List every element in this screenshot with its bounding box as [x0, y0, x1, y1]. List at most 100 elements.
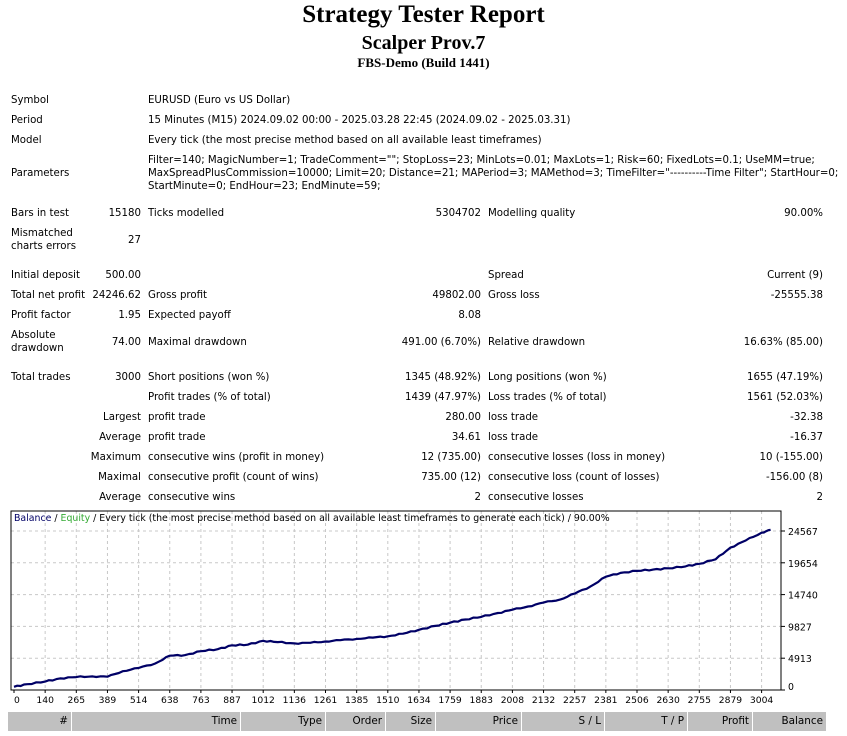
balance-line	[13, 528, 771, 688]
long-positions-label: Long positions (won %)	[488, 372, 607, 383]
x-tick-label: 1759	[438, 695, 462, 705]
absolute-drawdown-label-2: drawdown	[11, 343, 64, 354]
total-net-profit-value: 24246.62	[92, 290, 141, 301]
x-tick-label: 2008	[501, 695, 525, 705]
x-tick-label: 2257	[563, 695, 587, 705]
avg-consec-losses-value: 2	[816, 492, 823, 503]
y-tick-label: 19654	[788, 559, 818, 570]
short-positions-label: Short positions (won %)	[148, 372, 270, 383]
gross-loss-value: -25555.38	[770, 290, 823, 301]
x-tick-label: 638	[161, 695, 179, 705]
x-tick-label: 2755	[688, 695, 712, 705]
average-profit-value: 34.61	[451, 432, 481, 443]
short-positions-value: 1345 (48.92%)	[405, 372, 481, 383]
mismatched-label-2: charts errors	[11, 241, 76, 252]
x-tick-label: 3004	[750, 695, 774, 705]
legend-description: / Every tick (the most precise method ba…	[90, 513, 610, 524]
x-tick-label: 1883	[470, 695, 494, 705]
x-tick-label: 1634	[407, 695, 431, 705]
x-tick-label: 887	[223, 695, 241, 705]
profit-factor-label: Profit factor	[11, 310, 71, 321]
maximal-consec-loss-label: consecutive loss (count of losses)	[488, 472, 660, 483]
x-tick-label: 265	[68, 695, 86, 705]
avg-consec-wins-label: consecutive wins	[148, 492, 236, 503]
col-price[interactable]: Price	[436, 712, 522, 731]
bars-in-test-label: Bars in test	[11, 208, 70, 219]
x-tick-label: 763	[192, 695, 210, 705]
y-tick-label: 0	[788, 682, 794, 693]
maximal-consec-profit-label: consecutive profit (count of wins)	[148, 472, 319, 483]
y-tick-label: 14740	[788, 591, 818, 602]
max-consec-losses-value: 10 (-155.00)	[759, 452, 823, 463]
col-balance[interactable]: Balance	[781, 715, 823, 727]
ticks-modelled-value: 5304702	[435, 208, 481, 219]
report-title: Strategy Tester Report	[302, 1, 545, 28]
loss-trades-label: Loss trades (% of total)	[488, 392, 607, 403]
col-sl[interactable]: S / L	[522, 712, 605, 731]
gross-loss-label: Gross loss	[488, 290, 540, 301]
profit-trades-label: Profit trades (% of total)	[148, 392, 271, 403]
max-consec-wins-label: consecutive wins (profit in money)	[148, 452, 325, 463]
balance-chart: 0 4913 9827 14740 19654 24567 0 140 265 389 514 63…	[10, 510, 818, 705]
col-order[interactable]: Order	[326, 712, 386, 731]
avg-consec-wins-value: 2	[474, 492, 481, 503]
parameters-line-2: MaxSpreadPlusCommission=10000; Limit=20;…	[148, 168, 839, 179]
period-value: 15 Minutes (M15) 2024.09.02 00:00 - 2025…	[148, 115, 571, 126]
max-consec-losses-label: consecutive losses (loss in money)	[488, 452, 666, 463]
x-tick-label: 514	[130, 695, 148, 705]
y-tick-label: 4913	[788, 654, 812, 665]
model-label: Model	[11, 135, 42, 146]
ticks-modelled-label: Ticks modelled	[148, 208, 225, 219]
largest-loss-value: -32.38	[790, 412, 823, 423]
maximum-label: Maximum	[90, 452, 141, 463]
bars-in-test-value: 15180	[108, 208, 141, 219]
gross-profit-label: Gross profit	[148, 290, 208, 301]
average-profit-label: profit trade	[148, 432, 206, 443]
col-profit[interactable]: Profit	[688, 712, 753, 731]
plot-frame	[10, 510, 782, 691]
total-net-profit-label: Total net profit	[11, 290, 86, 301]
long-positions-value: 1655 (47.19%)	[747, 372, 823, 383]
initial-deposit-value: 500.00	[105, 270, 141, 281]
spread-label: Spread	[488, 270, 524, 281]
y-axis: 0 4913 9827 14740 19654 24567	[781, 527, 818, 693]
col-time[interactable]: Time	[72, 712, 241, 731]
maximal-consec-profit-value: 735.00 (12)	[421, 472, 481, 483]
x-tick-label: 1136	[283, 695, 307, 705]
y-tick-label: 24567	[788, 527, 818, 538]
x-axis: 0 140 265 389 514 638 763 887 1012 1136 1261 1385 15…	[13, 690, 774, 705]
legend-balance: Balance	[14, 513, 52, 524]
x-tick-label: 389	[99, 695, 117, 705]
total-trades-label: Total trades	[11, 372, 71, 383]
col-type[interactable]: Type	[241, 712, 326, 731]
col-tp[interactable]: T / P	[605, 712, 688, 731]
avg-consec-losses-label: consecutive losses	[488, 492, 584, 503]
modelling-quality-value: 90.00%	[784, 208, 823, 219]
absolute-drawdown-label-1: Absolute	[11, 330, 56, 341]
maximal-label: Maximal	[98, 472, 141, 483]
largest-label: Largest	[103, 412, 141, 423]
x-tick-label: 0	[14, 695, 20, 705]
maximal-drawdown-value: 491.00 (6.70%)	[401, 337, 481, 348]
modelling-quality-label: Modelling quality	[488, 208, 576, 219]
average-consec-label: Average	[99, 492, 141, 503]
largest-loss-label: loss trade	[488, 412, 539, 423]
x-tick-label: 1261	[314, 695, 337, 705]
absolute-drawdown-value: 74.00	[111, 337, 141, 348]
x-tick-label: 140	[36, 695, 54, 705]
model-value: Every tick (the most precise method base…	[148, 135, 542, 146]
largest-profit-value: 280.00	[445, 412, 481, 423]
legend-sep: /	[51, 513, 61, 524]
maximal-consec-loss-value: -156.00 (8)	[766, 472, 823, 483]
max-consec-wins-value: 12 (735.00)	[421, 452, 481, 463]
average-loss-value: -16.37	[790, 432, 823, 443]
gross-profit-value: 49802.00	[432, 290, 481, 301]
col-size[interactable]: Size	[386, 712, 436, 731]
mismatched-value: 27	[128, 235, 141, 246]
col-number[interactable]: #	[8, 712, 72, 731]
maximal-drawdown-label: Maximal drawdown	[148, 337, 247, 348]
x-tick-label: 2630	[656, 695, 680, 705]
loss-trades-value: 1561 (52.03%)	[747, 392, 823, 403]
largest-profit-label: profit trade	[148, 412, 206, 423]
legend-equity: Equity	[60, 513, 91, 524]
